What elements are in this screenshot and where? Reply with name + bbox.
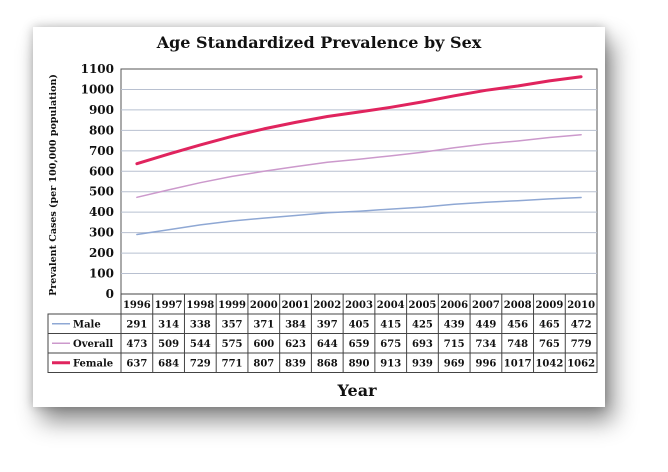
data-table-cell: 868: [317, 358, 338, 369]
data-table-cell: 1042: [535, 358, 563, 369]
data-table-cell: 405: [349, 319, 370, 330]
chart-card: Age Standardized Prevalence by Sex Preva…: [33, 27, 605, 407]
x-tick-label: 2010: [567, 300, 595, 311]
series-line-overall: [136, 133, 582, 199]
y-tick-label: 300: [89, 226, 114, 240]
series-line-male: [136, 196, 582, 236]
data-table-cell: 439: [444, 319, 465, 330]
y-tick-label: 500: [89, 185, 114, 199]
data-table-cell: 384: [285, 319, 306, 330]
data-table-cell: 996: [475, 358, 496, 369]
data-table-cell: 338: [190, 319, 211, 330]
plot-area: [120, 68, 598, 295]
x-tick-label: 1997: [155, 300, 183, 311]
x-tick-label: 1996: [123, 300, 151, 311]
x-tick-label: 2004: [377, 300, 405, 311]
data-table-cell: 397: [317, 319, 338, 330]
data-table-cell: 1017: [504, 358, 532, 369]
x-tick-label: 2002: [313, 300, 341, 311]
y-axis-label: Prevalent Cases (per 100,000 population): [48, 74, 59, 296]
data-table-cell: 771: [222, 358, 243, 369]
data-table-cell: 623: [285, 339, 306, 350]
data-table-cell: 472: [571, 319, 592, 330]
data-table-cell: 684: [158, 358, 179, 369]
y-tick-label: 1000: [81, 82, 114, 96]
data-table-cell: 913: [380, 358, 401, 369]
data-table-cell: 575: [222, 339, 243, 350]
y-tick-label: 100: [89, 267, 114, 281]
data-table-cell: 807: [253, 358, 274, 369]
data-table-cell: 734: [475, 339, 496, 350]
chart-title: Age Standardized Prevalence by Sex: [156, 33, 482, 52]
y-tick-label: 1100: [81, 62, 114, 76]
data-table-cell: 449: [475, 319, 496, 330]
x-tick-label: 2009: [535, 300, 563, 311]
y-tick-label: 400: [89, 205, 114, 219]
data-table-cell: 729: [190, 358, 211, 369]
data-table-cell: 425: [412, 319, 433, 330]
legend-label-male: Male: [73, 319, 101, 330]
data-table-cell: 659: [349, 339, 370, 350]
data-table-cell: 779: [571, 339, 592, 350]
series-line-female: [135, 75, 583, 166]
data-table-cell: 357: [222, 319, 243, 330]
data-table-cell: 637: [126, 358, 147, 369]
chart: Age Standardized Prevalence by Sex Preva…: [47, 33, 598, 400]
data-table-cell: 473: [126, 339, 147, 350]
data-table-cell: 314: [158, 319, 179, 330]
y-tick-label: 700: [89, 144, 114, 158]
data-table-cell: 839: [285, 358, 306, 369]
data-table-cell: 644: [317, 339, 338, 350]
data-table-cell: 456: [507, 319, 528, 330]
x-axis-title: Year: [336, 381, 377, 400]
series-lines: [135, 75, 583, 236]
x-tick-label: 2000: [250, 300, 278, 311]
x-tick-label: 2005: [409, 300, 437, 311]
y-axis-ticks: 0 100 200 300 400 500 600 700 800 900 1000 1100: [81, 62, 114, 301]
x-tick-label: 2006: [440, 300, 468, 311]
y-tick-label: 0: [106, 287, 114, 301]
data-table-cell: 544: [190, 339, 211, 350]
x-tick-label: 2008: [504, 300, 532, 311]
data-table-cell: 969: [444, 358, 465, 369]
data-table-cell: 748: [507, 339, 528, 350]
data-table-cell: 715: [444, 339, 465, 350]
data-table-cell: 939: [412, 358, 433, 369]
y-tick-label: 800: [89, 123, 114, 137]
data-table-cell: 509: [158, 339, 179, 350]
x-tick-label: 1998: [186, 300, 214, 311]
x-tick-label: 2007: [472, 300, 500, 311]
data-table-cell: 291: [126, 319, 147, 330]
legend-label-overall: Overall: [73, 339, 113, 350]
data-table-cell: 1062: [567, 358, 595, 369]
data-table-cell: 371: [253, 319, 274, 330]
data-table-cell: 693: [412, 339, 433, 350]
data-table-cell: 765: [539, 339, 560, 350]
x-tick-label: 1999: [218, 300, 246, 311]
data-table-cell: 415: [380, 319, 401, 330]
data-table-cell: 890: [349, 358, 370, 369]
x-tick-label: 2003: [345, 300, 373, 311]
data-table-cell: 600: [253, 339, 274, 350]
data-table-cell: 465: [539, 319, 560, 330]
grid: [120, 68, 598, 295]
legend-label-female: Female: [73, 358, 113, 369]
y-tick-label: 200: [89, 246, 114, 260]
data-table-cell: 675: [380, 339, 401, 350]
y-tick-label: 600: [89, 164, 114, 178]
y-tick-label: 900: [89, 103, 114, 117]
data-table: 1996 1997 1998 1999 2000 2001 2002 2003 2004 2005…: [47, 293, 598, 373]
x-tick-label: 2001: [282, 300, 310, 311]
